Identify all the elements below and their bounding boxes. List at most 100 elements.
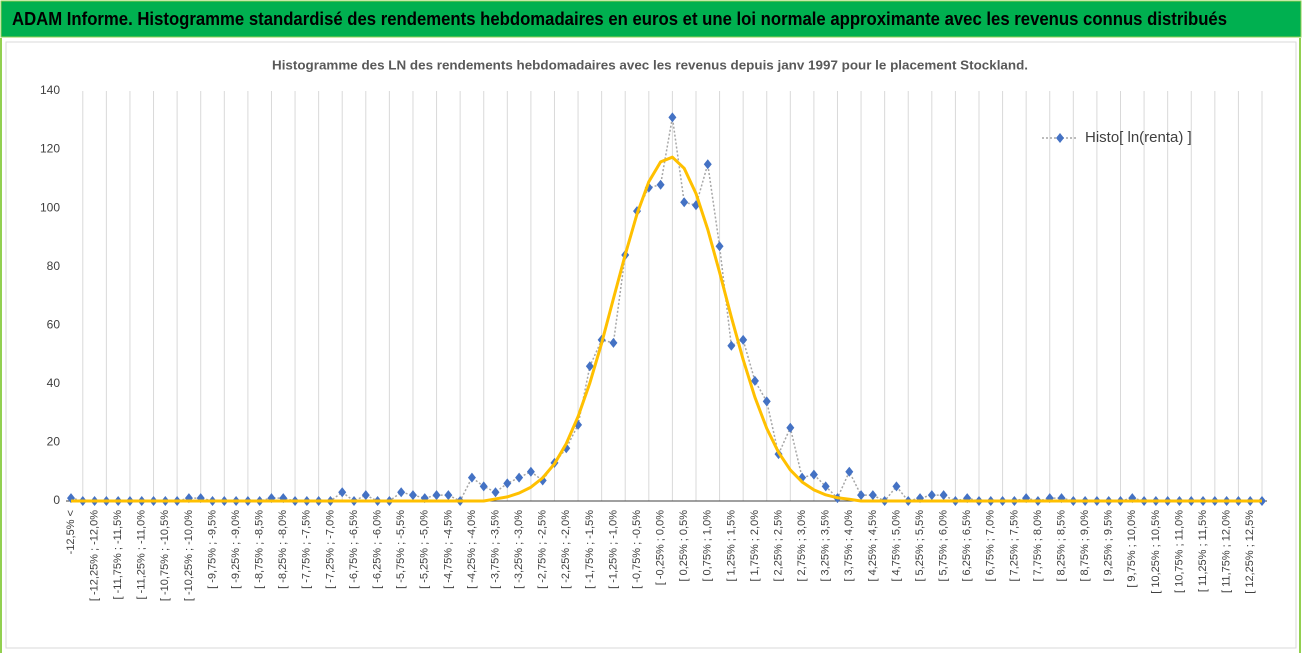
data-point	[397, 487, 406, 498]
data-point	[786, 422, 795, 433]
header-title: ADAM Informe. Histogramme standardisé de…	[12, 9, 1227, 29]
y-tick-label: 0	[53, 493, 60, 507]
legend-label: Histo[ ln(renta) ]	[1085, 129, 1192, 146]
data-point	[491, 487, 500, 498]
y-tick-label: 40	[47, 376, 61, 390]
data-point	[739, 334, 748, 345]
data-point	[668, 112, 677, 123]
legend-marker	[1056, 133, 1064, 143]
x-tick-label: [ 6,25% ; 6,5%	[961, 510, 973, 582]
x-tick-label: [ -6,25% ; -6,0%	[372, 510, 384, 589]
x-tick-label: [ 10,25% ; 10,5%	[1150, 510, 1162, 594]
data-point	[762, 396, 771, 407]
data-point	[338, 487, 347, 498]
x-tick-label: [ -8,25% ; -8,0%	[277, 510, 289, 589]
x-tick-label: [ 8,75% ; 9,0%	[1079, 510, 1091, 582]
data-point	[857, 490, 866, 501]
data-point	[821, 481, 830, 492]
x-tick-label: [ 0,75% ; 1,0%	[702, 510, 714, 582]
data-point	[750, 375, 759, 386]
y-tick-label: 20	[47, 435, 61, 449]
data-point	[503, 478, 512, 489]
x-tick-label: [ 2,75% ; 3,0%	[796, 510, 808, 582]
x-tick-label: -12,5% <	[65, 510, 77, 554]
chart-frame	[5, 41, 1297, 649]
data-point	[467, 472, 476, 483]
data-point	[515, 472, 524, 483]
x-tick-label: [ 8,25% ; 8,5%	[1055, 510, 1067, 582]
series-line	[70, 117, 1262, 503]
x-tick-label: [ -10,75% ; -10,5%	[159, 510, 171, 601]
x-tick-label: [ -6,75% ; -6,5%	[348, 510, 360, 589]
x-tick-label: [ 7,25% ; 7,5%	[1008, 510, 1020, 582]
data-point	[479, 481, 488, 492]
x-tick-label: [ -7,25% ; -7,0%	[324, 510, 336, 589]
x-tick-label: [ 0,25% ; 0,5%	[678, 510, 690, 582]
chart-title: Histogramme des LN des rendements hebdom…	[272, 57, 1028, 72]
y-tick-label: 140	[40, 83, 60, 97]
x-tick-label: [ 12,25% ; 12,5%	[1244, 510, 1256, 594]
x-tick-label: [ -11,75% ; -11,5%	[112, 510, 124, 600]
data-point	[656, 179, 665, 190]
data-point	[868, 490, 877, 501]
y-tick-label: 100	[40, 200, 60, 214]
data-point	[809, 469, 818, 480]
x-tick-label: [ 1,25% ; 1,5%	[725, 510, 737, 582]
x-tick-label: [ 3,75% ; 4,0%	[843, 510, 855, 582]
x-tick-label: [ 4,75% ; 5,0%	[890, 510, 902, 582]
x-tick-label: [ -9,25% ; -9,0%	[230, 510, 242, 589]
x-tick-label: [ -1,25% ; -1,0%	[607, 510, 619, 589]
x-tick-label: [ -1,75% ; -1,5%	[584, 510, 596, 589]
data-point	[727, 340, 736, 351]
x-tick-label: [ 7,75% ; 8,0%	[1032, 510, 1044, 582]
x-tick-label: [ 3,25% ; 3,5%	[820, 510, 832, 582]
x-tick-label: [ 5,25% ; 5,5%	[914, 510, 926, 582]
y-tick-label: 120	[40, 142, 60, 156]
header-bar	[0, 0, 1302, 38]
y-tick-label: 60	[47, 317, 61, 331]
data-point	[703, 159, 712, 170]
x-tick-label: [ 11,75% ; 12,0%	[1221, 510, 1233, 593]
x-tick-label: [ -5,75% ; -5,5%	[395, 510, 407, 589]
x-tick-label: [ -4,25% ; -4,0%	[466, 510, 478, 589]
data-point	[609, 337, 618, 348]
x-tick-label: [ 4,25% ; 4,5%	[867, 510, 879, 582]
x-tick-label: [ -2,25% ; -2,0%	[560, 510, 572, 589]
x-tick-label: [ -4,75% ; -4,5%	[442, 510, 454, 589]
x-tick-label: [ -3,25% ; -3,0%	[513, 510, 525, 589]
data-point	[526, 466, 535, 477]
x-tick-label: [ -8,75% ; -8,5%	[254, 510, 266, 589]
data-point	[680, 197, 689, 208]
x-tick-label: [ -7,75% ; -7,5%	[301, 510, 313, 589]
data-point	[892, 481, 901, 492]
data-point	[939, 490, 948, 501]
x-tick-label: [ 1,75% ; 2,0%	[749, 510, 761, 582]
data-point	[432, 490, 441, 501]
x-tick-label: [ 9,25% ; 9,5%	[1103, 510, 1115, 582]
x-tick-label: [ 6,75% ; 7,0%	[985, 510, 997, 582]
y-tick-label: 80	[47, 259, 61, 273]
x-tick-label: [ -2,75% ; -2,5%	[537, 510, 549, 589]
x-tick-label: [ -0,25% ; 0,0%	[655, 510, 667, 585]
x-tick-label: [ -3,75% ; -3,5%	[489, 510, 501, 589]
fit-curve	[71, 155, 1262, 503]
x-tick-label: [ -0,75% ; -0,5%	[631, 510, 643, 589]
x-tick-label: [ 11,25% ; 11,5%	[1197, 510, 1209, 592]
data-point	[927, 490, 936, 501]
x-tick-label: [ 10,75% ; 11,0%	[1173, 510, 1185, 593]
x-tick-label: [ -11,25% ; -11,0%	[136, 510, 148, 600]
data-point	[408, 490, 417, 501]
data-point	[585, 361, 594, 372]
x-tick-label: [ -10,25% ; -10,0%	[183, 510, 195, 601]
x-tick-label: [ -9,75% ; -9,5%	[206, 510, 218, 589]
x-tick-label: [ 2,25% ; 2,5%	[772, 510, 784, 582]
x-tick-label: [ -5,25% ; -5,0%	[419, 510, 431, 589]
x-tick-label: [ 5,75% ; 6,0%	[938, 510, 950, 582]
data-point	[715, 241, 724, 252]
data-point	[444, 490, 453, 501]
x-tick-label: [ -12,25% ; -12,0%	[88, 510, 100, 601]
data-point	[845, 466, 854, 477]
x-tick-label: [ 9,75% ; 10,0%	[1126, 510, 1138, 588]
